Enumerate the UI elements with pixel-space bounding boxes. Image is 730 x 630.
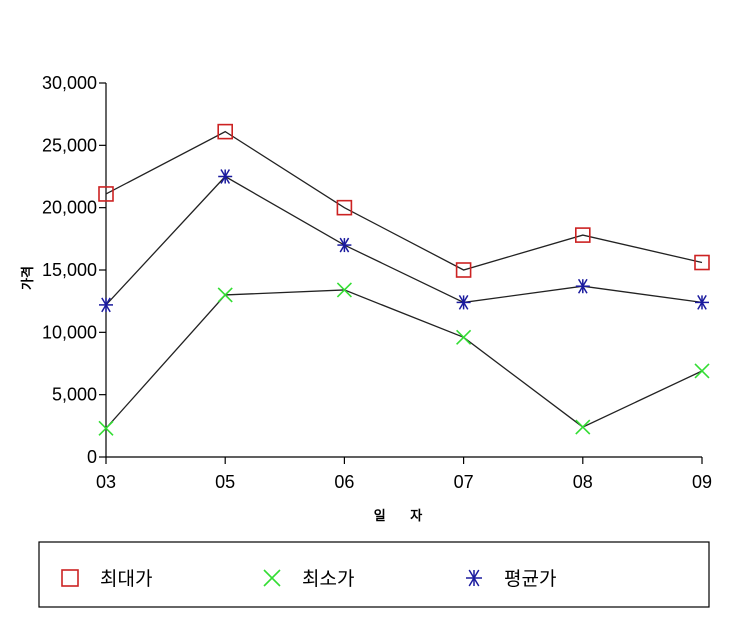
y-tick-label: 20,000 bbox=[42, 198, 97, 218]
legend-marker bbox=[466, 569, 482, 587]
series-lines bbox=[105, 130, 703, 429]
y-tick-label: 10,000 bbox=[42, 322, 97, 342]
data-point bbox=[694, 363, 710, 379]
data-point bbox=[99, 297, 113, 313]
legend-label: 평균가 bbox=[504, 568, 556, 590]
y-tick-label: 15,000 bbox=[42, 260, 97, 280]
data-point bbox=[336, 282, 352, 298]
x-tick-label: 06 bbox=[334, 472, 354, 492]
x-tick-label: 05 bbox=[215, 472, 235, 492]
marker-square bbox=[98, 186, 114, 202]
y-tick-label: 0 bbox=[87, 447, 97, 467]
data-point bbox=[456, 329, 472, 345]
data-point bbox=[337, 237, 352, 253]
y-tick-label: 5,000 bbox=[52, 385, 97, 405]
marker-x-stroke bbox=[336, 282, 352, 298]
marker-square bbox=[455, 262, 472, 278]
x-axis-title: 일 자 bbox=[374, 509, 432, 524]
marker-square bbox=[217, 123, 233, 140]
data-point bbox=[575, 278, 590, 294]
legend-item: 최소가 bbox=[263, 568, 354, 590]
legend-label: 최소가 bbox=[302, 568, 354, 590]
legend-item: 최대가 bbox=[61, 568, 152, 590]
data-point bbox=[695, 295, 709, 310]
y-axis-title: 가격 bbox=[21, 266, 36, 290]
series-line bbox=[105, 130, 703, 271]
data-point bbox=[218, 169, 233, 184]
legend-box bbox=[38, 541, 710, 608]
x-tick-label: 03 bbox=[96, 472, 116, 492]
marker-x-stroke bbox=[263, 569, 281, 587]
data-point bbox=[217, 287, 233, 303]
series-line bbox=[105, 289, 703, 429]
marker-x-stroke bbox=[456, 329, 472, 345]
data-point bbox=[574, 227, 591, 243]
legend-marker bbox=[61, 569, 79, 587]
x-tick-labels: 03 05 06 07 08 09 bbox=[96, 472, 712, 492]
x-tick-label: 09 bbox=[692, 472, 712, 492]
legend: 최대가 최소가 평균가 bbox=[38, 541, 710, 608]
marker-square bbox=[574, 227, 591, 243]
marker-x-stroke bbox=[217, 287, 233, 303]
data-point bbox=[98, 420, 114, 436]
marker-square bbox=[336, 199, 353, 216]
data-point bbox=[456, 295, 471, 310]
legend-label: 최대가 bbox=[100, 568, 152, 590]
legend-marker bbox=[263, 569, 281, 587]
marker-x-stroke bbox=[98, 420, 114, 436]
marker-x-stroke bbox=[694, 363, 710, 379]
marker-x-stroke bbox=[575, 419, 591, 435]
data-point bbox=[455, 262, 472, 278]
data-point bbox=[575, 419, 591, 435]
legend-item: 평균가 bbox=[466, 568, 556, 590]
marker-square bbox=[694, 254, 710, 271]
y-tick-label: 25,000 bbox=[42, 135, 97, 155]
x-tick-label: 08 bbox=[573, 472, 593, 492]
data-point bbox=[336, 199, 353, 216]
series-markers bbox=[98, 123, 710, 436]
axes bbox=[99, 82, 703, 464]
data-point bbox=[98, 186, 114, 202]
series-line bbox=[105, 175, 703, 306]
x-tick-label: 07 bbox=[454, 472, 474, 492]
y-tick-labels: 0 5,000 10,000 15,000 20,000 25,000 30,000 bbox=[42, 73, 97, 467]
data-point bbox=[694, 254, 710, 271]
y-tick-label: 30,000 bbox=[42, 73, 97, 93]
marker-square bbox=[61, 569, 79, 587]
data-point bbox=[217, 123, 233, 140]
